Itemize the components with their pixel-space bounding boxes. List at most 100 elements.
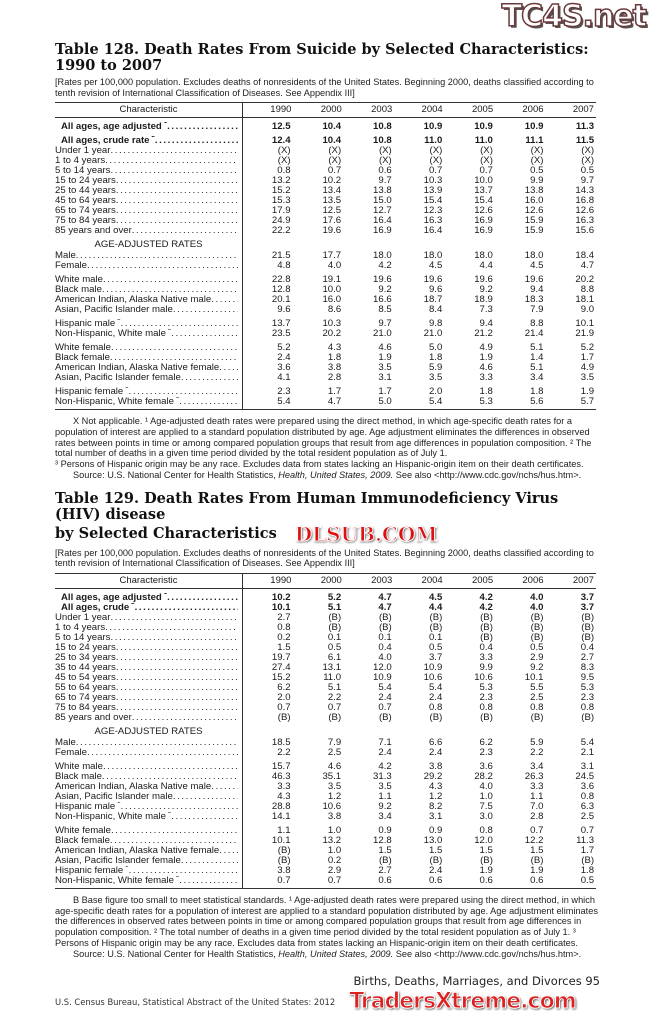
table-row: 35 to 44 years 27.4 13.1 12.0 10.9 9.9 9.2 8.3 [55,661,596,673]
table-cell: 0.7 [530,824,544,836]
column-header: 2005 [471,574,494,586]
table-cell: 12.2 [524,834,544,846]
row-label: 65 to 74 years [55,206,242,216]
row-label: 1 to 4 years [55,156,242,166]
table-cell: (B) [328,711,342,723]
table-cell: 5.4 [580,736,595,748]
table-cell: 12.6 [575,205,595,216]
table-cell: 9.2 [479,284,493,295]
table-cell: (X) [277,155,291,166]
table-cell: 2.5 [580,810,595,822]
dot-leader [116,663,238,673]
table-row: 65 to 74 years 2.0 2.2 2.4 2.4 2.3 2.5 2.3 [55,692,596,703]
row-label: All ages, age adjusted 1 [55,593,242,603]
row-label-text: Black female [55,353,110,363]
table-cell: 15.7 [271,760,291,772]
table-cell: (X) [581,155,595,166]
table-cell: 3.4 [378,810,392,822]
table-cell: 3.1 [580,760,595,772]
table-cell: 22.8 [271,274,291,285]
table-cell: 1.7 [580,844,595,856]
dot-leader [116,196,238,206]
table-cell: 16.9 [474,225,493,236]
table-cell: 2.4 [428,746,443,758]
dot-leader [116,673,238,683]
table-cell: (B) [480,621,493,633]
table-cell: (B) [378,711,392,723]
table-cell: 8.6 [327,304,342,315]
table-cell: (B) [328,621,342,633]
row-label-text: Black male [55,285,102,295]
table-row: White male 22.8 19.1 19.6 19.6 19.6 19.6 20.2 [55,275,596,285]
table-cell: 9.2 [530,661,544,673]
row-label: Non-Hispanic, White male 3 [55,329,242,339]
row-label-text: All ages, crude rate [61,136,150,146]
table-cell: 16.3 [575,215,595,226]
table-cell: 2.8 [327,372,342,383]
table-cell: (X) [328,155,342,166]
dot-leader [155,136,238,146]
table-cell: 14.1 [271,810,291,822]
table-cell: 12.4 [271,135,291,146]
table-cell: 9.7 [378,175,392,186]
column-header: 2000 [320,104,342,115]
source-note: Source: U.S. National Center for Health … [55,470,600,481]
table-cell: 4.4 [428,601,443,613]
watermark-logo-bottom: TradersXtreme.com [349,988,577,1014]
row-label: American Indian, Alaska Native female [55,363,242,373]
dot-leader [171,329,238,339]
table-cell: 3.0 [479,810,493,822]
table-cell: 16.6 [373,294,392,305]
table-cell: 9.4 [479,318,493,329]
row-label-text: Hispanic female [55,865,124,876]
column-header: 2005 [471,104,494,115]
table-cell: (B) [530,621,544,633]
row-label: 85 years and over [55,226,242,236]
row-label: White female [55,826,242,836]
table-cell: 11.1 [525,135,544,146]
table-cell: 4.5 [428,260,443,271]
table-cell: 11.5 [575,135,595,146]
table-cell: 2.7 [580,651,595,663]
dot-leader [116,653,238,663]
table-row: Asian, Pacific Islander male 4.3 1.2 1.1 1.2… [55,791,596,802]
table-cell: 3.1 [428,810,443,822]
table-row: Black female 2.4 1.8 1.9 1.8 1.9 1.4 1.7 [55,353,596,363]
table-128-title: Table 128. Death Rates From Suicide by S… [55,42,600,74]
row-label-text: 85 years and over [55,712,132,723]
dot-leader [121,802,238,812]
table-cell: 5.4 [277,396,291,407]
footnote-marker: 2 [131,602,135,606]
table-cell: 1.7 [378,386,392,397]
row-label: Asian, Pacific Islander male [55,792,242,802]
table-cell: 5.0 [378,396,392,407]
table-cell: 0.7 [277,701,291,713]
table-cell: 0.5 [530,641,544,653]
table-cell: 4.5 [530,260,544,271]
footer-row: U.S. Census Bureau, Statistical Abstract… [55,988,600,1015]
table-cell: 2.4 [277,352,291,363]
table-cell: 0.1 [327,631,342,643]
row-label: 35 to 44 years [55,663,242,673]
table-cell: 0.8 [530,701,544,713]
table-cell: 18.0 [524,250,544,261]
watermark-logo-middle: DLSUB.COM [294,521,438,546]
table-cell: 29.2 [423,770,443,782]
table-cell: 5.7 [580,396,595,407]
row-label: Under 1 year [55,613,242,623]
dot-leader [111,343,238,353]
table-cell: 13.2 [271,175,291,186]
table-cell: 20.1 [271,294,291,305]
table-cell: 7.9 [530,304,544,315]
table-cell: 1.1 [277,824,291,836]
table-cell: 1.7 [580,352,595,363]
table-cell: 3.4 [530,372,544,383]
table-cell: (B) [530,854,544,866]
dot-leader [76,738,238,748]
dot-leader [219,363,238,373]
table-cell: 15.9 [524,225,544,236]
table-cell: 15.4 [423,195,443,206]
table-cell: 0.7 [428,165,443,176]
table-cell: 24.5 [575,770,595,782]
table-cell: 0.6 [530,874,544,886]
